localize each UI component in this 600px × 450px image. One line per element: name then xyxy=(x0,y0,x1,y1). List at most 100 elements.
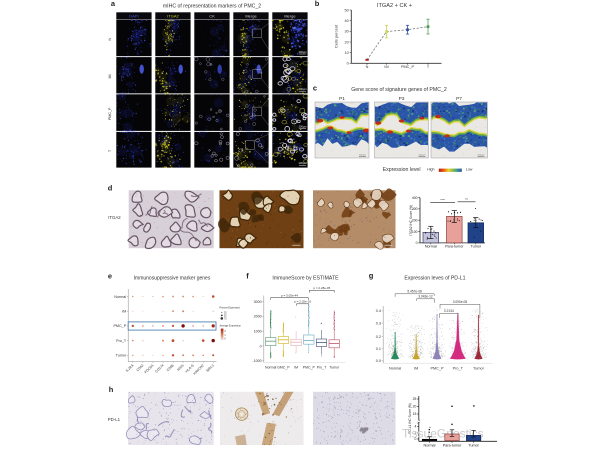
svg-text:3.090e-08: 3.090e-08 xyxy=(453,300,468,304)
svg-text:1: 1 xyxy=(224,335,226,337)
svg-text:e: e xyxy=(108,271,112,280)
svg-text:Immunosuppressive marker genes: Immunosuppressive marker genes xyxy=(134,275,211,281)
svg-text:N: N xyxy=(366,65,369,69)
svg-text:ITGA2: ITGA2 xyxy=(108,215,121,220)
svg-text:Tumor: Tumor xyxy=(473,366,485,370)
svg-text:IL2RA: IL2RA xyxy=(125,363,135,373)
svg-text:0: 0 xyxy=(260,344,262,348)
svg-text:Pro_T: Pro_T xyxy=(453,366,464,370)
svg-text:mIHC of representation markers: mIHC of representation markers of PMC_2 xyxy=(163,3,261,9)
svg-text:Merge: Merge xyxy=(284,13,296,18)
svg-text:PDCD1: PDCD1 xyxy=(144,363,155,374)
svg-text:ImmuneScore by ESTIMATE: ImmuneScore by ESTIMATE xyxy=(272,276,339,282)
svg-text:CD52: CD52 xyxy=(136,363,145,372)
svg-text:10: 10 xyxy=(344,51,348,55)
svg-text:CD86: CD86 xyxy=(166,363,175,372)
svg-text:p = 2.02e-16: p = 2.02e-16 xyxy=(294,300,311,304)
svg-text:d: d xyxy=(108,184,113,193)
svg-text:PMC_P: PMC_P xyxy=(113,324,126,328)
svg-text:P7: P7 xyxy=(456,96,462,102)
svg-text:SIRL1: SIRL1 xyxy=(205,363,215,373)
svg-text:Percent Expressed: Percent Expressed xyxy=(220,307,241,310)
svg-text:200μm: 200μm xyxy=(299,87,307,91)
svg-text:GMC_P: GMC_P xyxy=(277,366,290,370)
svg-text:0.2134: 0.2134 xyxy=(444,309,454,313)
svg-text:IM: IM xyxy=(384,65,388,69)
svg-text:IM: IM xyxy=(122,310,126,314)
svg-text:Average Expression: Average Expression xyxy=(220,324,242,327)
svg-text:f: f xyxy=(246,272,249,281)
svg-text:Tumor: Tumor xyxy=(471,245,482,249)
svg-text:30: 30 xyxy=(344,30,348,34)
svg-text:CD274: CD274 xyxy=(154,363,164,373)
svg-text:3000: 3000 xyxy=(254,300,262,304)
svg-text:Pro_T: Pro_T xyxy=(116,339,127,343)
svg-text:h: h xyxy=(109,385,114,394)
svg-text:50: 50 xyxy=(344,8,348,12)
svg-text:200: 200 xyxy=(412,218,418,222)
svg-text:p = 3.05e-44: p = 3.05e-44 xyxy=(281,293,298,297)
svg-text:IDO1: IDO1 xyxy=(176,363,185,372)
svg-text:400: 400 xyxy=(412,196,418,200)
svg-text:200μm: 200μm xyxy=(299,50,307,54)
svg-text:25: 25 xyxy=(224,312,227,314)
svg-text:T: T xyxy=(108,149,112,152)
svg-text:Merge: Merge xyxy=(245,13,257,18)
svg-text:1000: 1000 xyxy=(254,330,262,334)
svg-text:b: b xyxy=(315,0,320,8)
svg-text:2: 2 xyxy=(224,331,226,333)
svg-text:0: 0 xyxy=(416,241,418,245)
svg-text:P1: P1 xyxy=(339,96,345,102)
svg-text:ITGA2: ITGA2 xyxy=(167,13,179,18)
svg-text:300: 300 xyxy=(412,207,418,211)
svg-text:5.457e-08: 5.457e-08 xyxy=(407,290,422,294)
svg-text:Expression leves of PD-L1: Expression leves of PD-L1 xyxy=(404,276,465,282)
svg-text:Normal: Normal xyxy=(265,366,277,370)
svg-text:PMC_P: PMC_P xyxy=(303,366,316,370)
svg-text:Gene score of signature genes: Gene score of signature genes of PMC_2 xyxy=(351,87,447,93)
svg-text:0.3: 0.3 xyxy=(376,321,381,325)
svg-text:IM: IM xyxy=(108,75,112,79)
svg-text:p = 2.28e-05: p = 2.28e-05 xyxy=(313,286,330,290)
svg-text:High: High xyxy=(427,167,434,171)
svg-text:3.043e-12: 3.043e-12 xyxy=(418,295,433,299)
svg-text:DAPI: DAPI xyxy=(129,13,138,18)
svg-text:Low: Low xyxy=(466,167,473,171)
svg-text:0.1: 0.1 xyxy=(376,347,381,351)
svg-text:20: 20 xyxy=(344,40,348,44)
svg-text:Tumor: Tumor xyxy=(329,366,340,370)
svg-text:0: 0 xyxy=(347,62,349,66)
svg-text:75: 75 xyxy=(224,318,227,320)
svg-text:T: T xyxy=(427,65,430,69)
svg-text:PD-L1: PD-L1 xyxy=(108,417,121,422)
svg-text:0: 0 xyxy=(224,339,226,341)
svg-text:Normal: Normal xyxy=(425,245,437,249)
svg-text:200μm: 200μm xyxy=(299,125,307,129)
svg-text:PMC_P: PMC_P xyxy=(108,107,112,120)
svg-text:200μm: 200μm xyxy=(299,161,307,165)
svg-text:ITGA2 + CK +: ITGA2 + CK + xyxy=(377,3,412,9)
svg-text:a: a xyxy=(111,0,116,8)
svg-text:N: N xyxy=(108,38,112,41)
svg-text:500 μm: 500 μm xyxy=(419,154,426,156)
svg-text:Para-tumor: Para-tumor xyxy=(445,245,464,249)
svg-text:100: 100 xyxy=(412,230,418,234)
svg-text:Pro_T: Pro_T xyxy=(317,366,327,370)
svg-text:Expression level: Expression level xyxy=(383,167,421,173)
svg-text:PMC_P: PMC_P xyxy=(430,366,444,370)
svg-text:2000: 2000 xyxy=(254,315,262,319)
svg-text:***: *** xyxy=(465,198,469,202)
svg-text:Cells percent: Cells percent xyxy=(334,24,339,48)
svg-text:-1000: -1000 xyxy=(252,359,261,363)
svg-text:c: c xyxy=(313,84,317,93)
svg-text:CK: CK xyxy=(209,13,215,18)
svg-text:0.4: 0.4 xyxy=(376,309,381,313)
svg-text:Normal: Normal xyxy=(389,366,401,370)
svg-text:Tumor: Tumor xyxy=(116,354,127,358)
svg-text:0.2: 0.2 xyxy=(376,335,381,339)
svg-text:ITGA2 IHC Score (%): ITGA2 IHC Score (%) xyxy=(409,205,413,236)
svg-text:500 μm: 500 μm xyxy=(359,154,366,156)
svg-text:500 μm: 500 μm xyxy=(478,154,485,156)
svg-text:Normal: Normal xyxy=(114,295,126,299)
svg-text:HLA-G: HLA-G xyxy=(185,363,195,373)
